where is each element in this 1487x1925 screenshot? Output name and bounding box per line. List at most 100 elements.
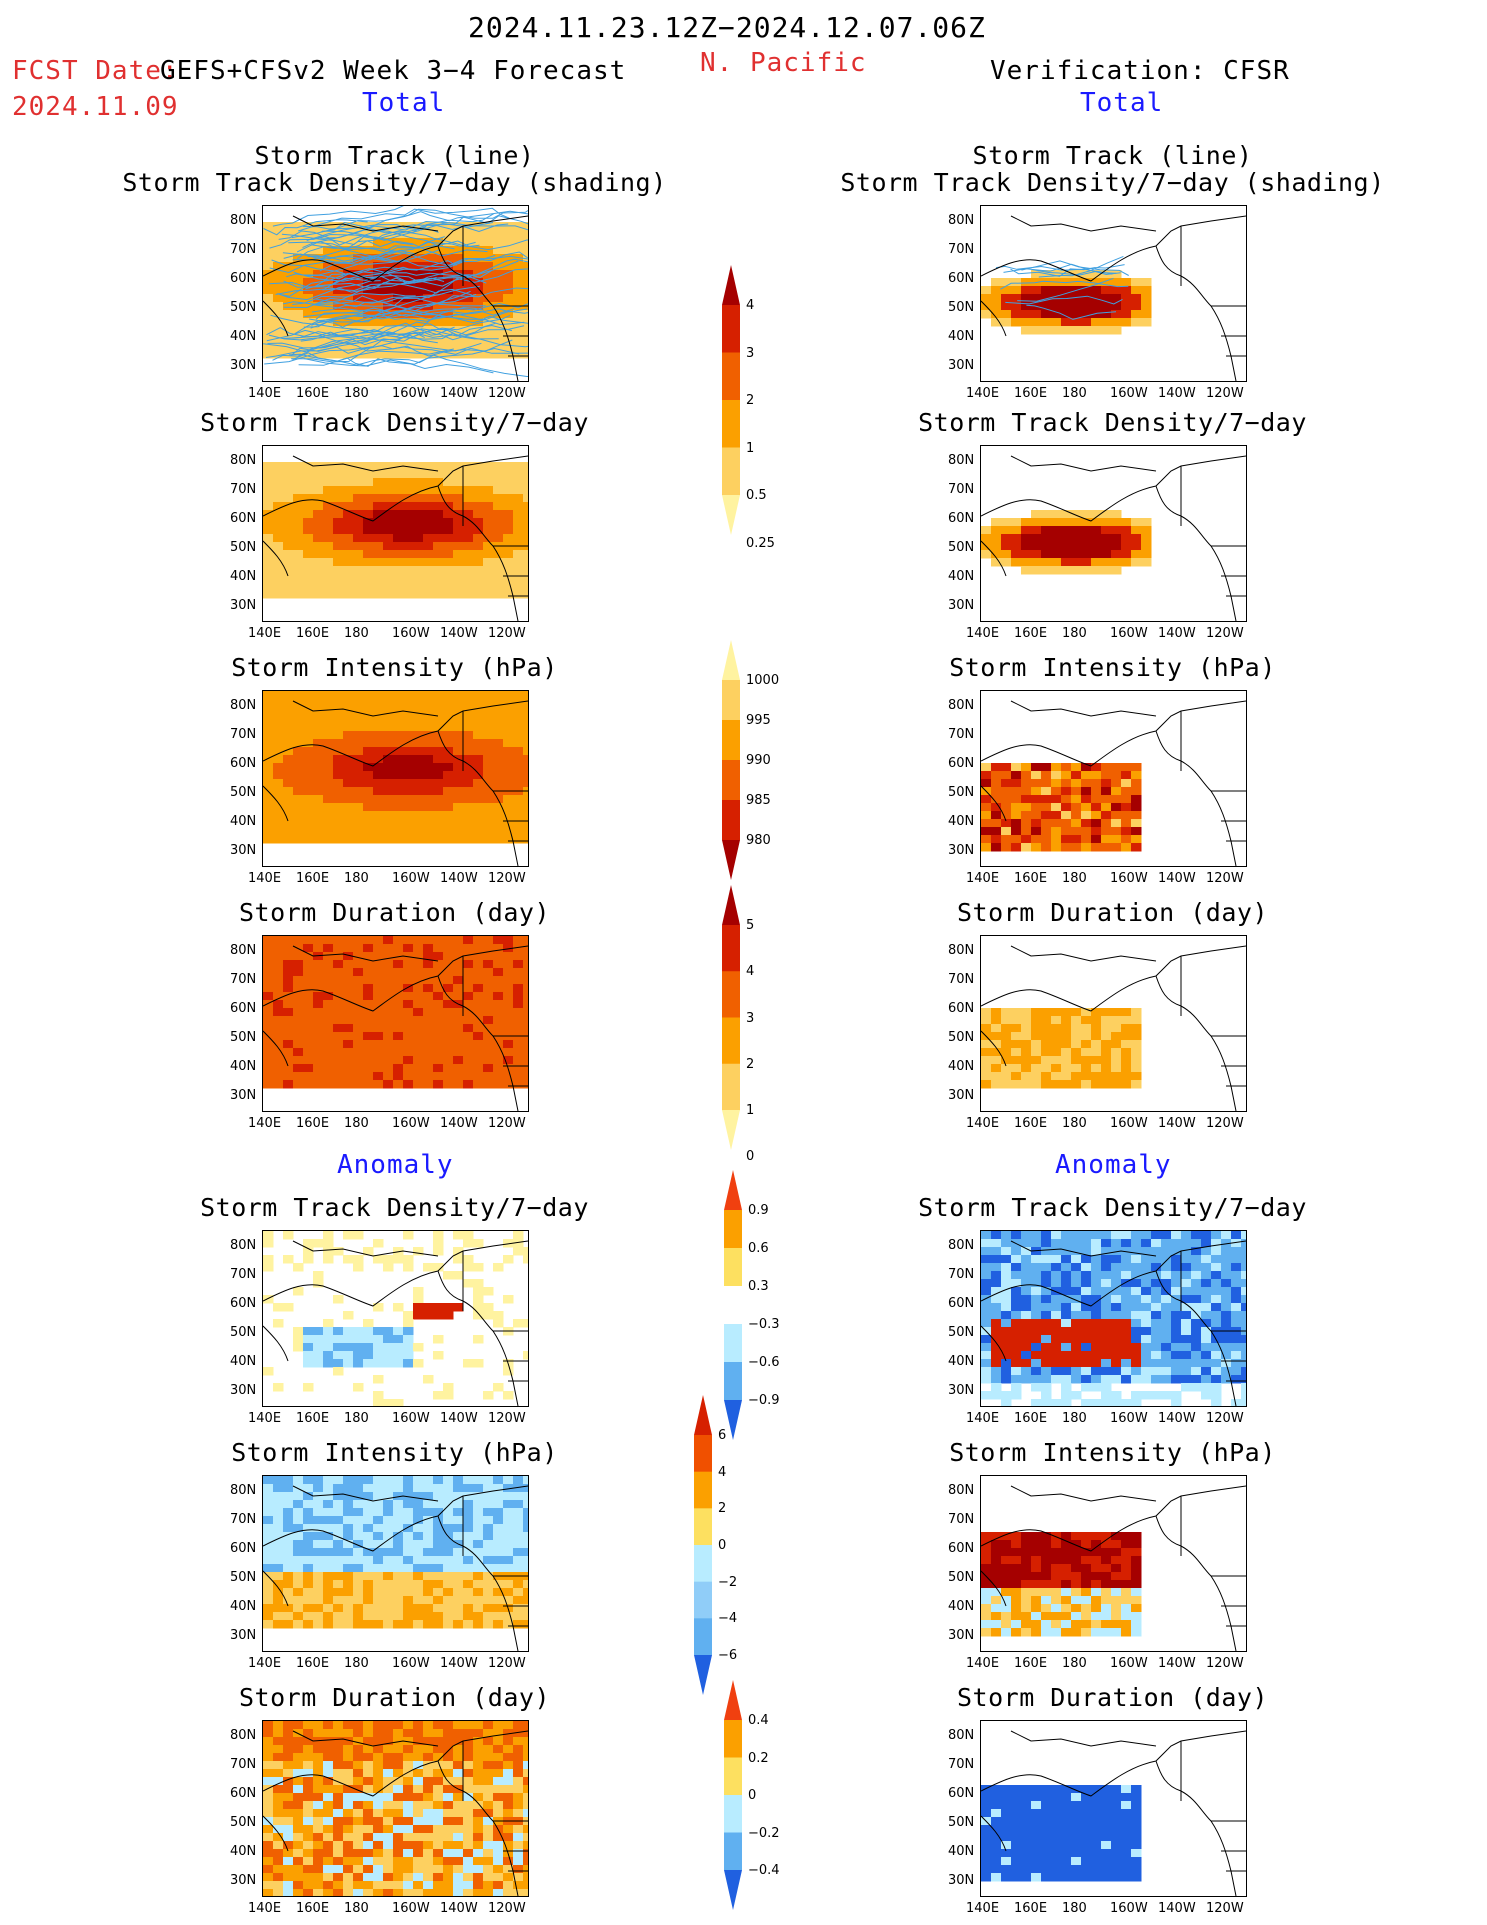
shading-cell [333, 976, 344, 985]
shading-cell [333, 478, 344, 487]
shading-cell [513, 1080, 524, 1089]
shading-cell [423, 294, 434, 303]
shading-cell [1241, 1239, 1246, 1248]
shading-cell [343, 811, 354, 820]
shading-cell [1071, 835, 1082, 844]
shading-cell [493, 707, 504, 716]
shading-cell [1051, 1532, 1062, 1541]
shading-cell [373, 715, 384, 724]
shading-cell [523, 1255, 528, 1264]
shading-cell [353, 550, 364, 559]
shading-cell [413, 510, 424, 519]
shading-cell [1051, 1335, 1062, 1344]
shading-cell [403, 1753, 414, 1762]
shading-cell [363, 787, 374, 796]
shading-cell [443, 976, 454, 985]
shading-cell [413, 542, 424, 551]
shading-cell [373, 494, 384, 503]
shading-cell [393, 771, 404, 780]
shading-cell [1001, 1024, 1012, 1033]
shading-cell [443, 1056, 454, 1065]
shading-cell [373, 334, 384, 343]
shading-cell [283, 350, 294, 359]
total-label-right: Total [1080, 88, 1164, 118]
shading-cell [1011, 811, 1022, 820]
shading-cell [483, 1841, 494, 1850]
shading-cell [1101, 779, 1112, 788]
shading-cell [403, 1825, 414, 1834]
shading-cell [1051, 1064, 1062, 1073]
shading-cell [1201, 1271, 1212, 1280]
shading-cell [473, 835, 484, 844]
shading-cell [343, 1524, 354, 1533]
lat-tick-label: 30N [230, 1628, 257, 1643]
shading-cell [991, 843, 1002, 852]
shading-cell [503, 1873, 514, 1882]
shading-cell [313, 1580, 324, 1589]
shading-cell [1121, 1231, 1132, 1240]
shading-cell [981, 1580, 992, 1589]
shading-cell [403, 1351, 414, 1360]
shading-cell [393, 1000, 404, 1009]
shading-cell [1021, 318, 1032, 327]
shading-cell [363, 1793, 374, 1802]
shading-cell [393, 723, 404, 732]
shading-cell [323, 1032, 334, 1041]
shading-cell [333, 1024, 344, 1033]
shading-cell [513, 984, 524, 993]
shading-cell [443, 795, 454, 804]
shading-cell [383, 1841, 394, 1850]
shading-cell [313, 1777, 324, 1786]
shading-cell [403, 582, 414, 591]
shading-cell [1071, 803, 1082, 812]
shading-cell [1071, 787, 1082, 796]
shading-cell [453, 1271, 464, 1280]
shading-cell [1131, 1580, 1142, 1589]
storm-track-line [275, 266, 412, 295]
shading-cell [483, 270, 494, 279]
shading-cell [483, 1817, 494, 1826]
shading-cell [981, 1319, 992, 1328]
shading-cell [343, 294, 354, 303]
shading-cell [1021, 795, 1032, 804]
shading-cell [1061, 819, 1072, 828]
shading-cell [1061, 1801, 1072, 1810]
shading-cell [1121, 1279, 1132, 1288]
shading-cell [513, 526, 524, 535]
shading-cell [1141, 1375, 1152, 1384]
lon-tick-label: 160W [1110, 871, 1148, 886]
shading-cell [493, 1016, 504, 1025]
shading-cell [323, 1040, 334, 1049]
shading-cell [1061, 1588, 1072, 1597]
shading-cell [373, 1737, 384, 1746]
lon-tick-label: 160E [1014, 1411, 1048, 1426]
shading-cell [343, 486, 354, 495]
shading-cell [363, 731, 374, 740]
shading-cell [1061, 1351, 1072, 1360]
shading-cell [1191, 1311, 1202, 1320]
shading-cell [1011, 1008, 1022, 1017]
shading-cell [393, 1508, 404, 1517]
shading-cell [1091, 1032, 1102, 1041]
shading-cell [1041, 1072, 1052, 1081]
shading-cell [513, 1801, 524, 1810]
shading-cell [363, 566, 374, 575]
shading-cell [373, 827, 384, 836]
shading-cell [1011, 835, 1022, 844]
shading-cell [513, 1532, 524, 1541]
shading-cell [273, 558, 284, 567]
shading-cell [513, 502, 524, 511]
shading-cell [1121, 1335, 1132, 1344]
shading-cell [393, 984, 404, 993]
shading-cell [1101, 1628, 1112, 1637]
shading-cell [353, 470, 364, 479]
shading-cell [463, 1721, 474, 1730]
shading-cell [1021, 286, 1032, 295]
coastline [263, 700, 528, 866]
shading-cell [383, 936, 394, 945]
shading-cell [1101, 1056, 1112, 1065]
shading-cell [353, 835, 364, 844]
shading-cell [413, 342, 424, 351]
shading-cell [423, 1064, 434, 1073]
shading-cell [453, 550, 464, 559]
